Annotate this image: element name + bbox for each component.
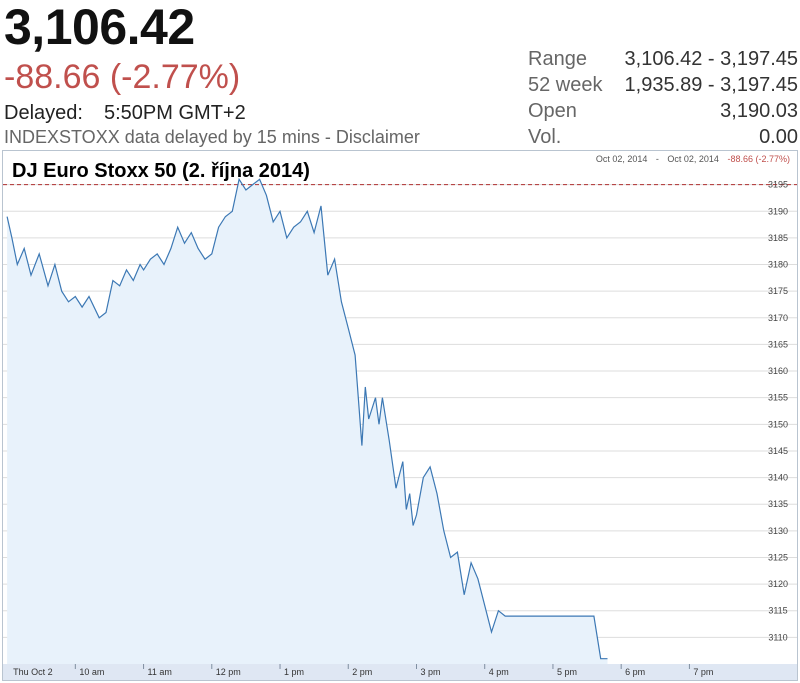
x-tick-label: 3 pm [420,667,440,677]
last-price: 3,106.42 [4,0,195,55]
stat-key: Range [528,48,587,70]
y-tick-label: 3195 [768,180,788,190]
y-tick-label: 3115 [768,606,787,616]
stat-row-open: Open 3,190.03 [528,98,798,124]
stat-row-range: Range 3,106.42 - 3,197.45 [528,46,798,72]
x-axis-band [3,664,797,680]
y-tick-label: 3175 [768,286,788,296]
y-tick-label: 3155 [768,393,788,403]
y-tick-label: 3125 [768,552,788,562]
y-tick-label: 3160 [768,366,788,376]
data-disclaimer-link[interactable]: INDEXSTOXX data delayed by 15 mins - Dis… [4,127,420,147]
chart-title: DJ Euro Stoxx 50 (2. října 2014) [12,160,310,182]
range-to: Oct 02, 2014 [667,154,719,164]
y-axis: 3110 3115 3120 3125 3130 3135 3140 3145 3150 3155… [768,180,788,643]
x-tick-label: 6 pm [625,667,645,677]
y-tick-label: 3165 [768,339,788,349]
stat-value: 3,106.42 - 3,197.45 [624,48,798,70]
stat-value: 1,935.89 - 3,197.45 [624,74,798,96]
x-tick-label: 1 pm [284,667,304,677]
x-tick-label: 11 am [148,667,172,677]
x-tick-label: 2 pm [352,667,372,677]
y-tick-label: 3145 [768,446,788,456]
y-tick-label: 3130 [768,526,788,536]
chart-range-label: Oct 02, 2014 - Oct 02, 2014 -88.66 (-2.7… [596,154,790,164]
y-tick-label: 3180 [768,260,788,270]
range-change: -88.66 (-2.77%) [727,154,790,164]
x-tick-label: Thu Oct 2 [13,667,53,677]
x-tick-label: 7 pm [693,667,713,677]
stat-value: 3,190.03 [720,100,798,122]
price-line [6,177,608,660]
x-axis: Thu Oct 2 10 am 11 am 12 pm 1 pm 2 pm 3 pm 4 pm… [13,664,713,677]
range-from: Oct 02, 2014 [596,154,648,164]
chart-svg[interactable]: Thu Oct 2 10 am 11 am 12 pm 1 pm 2 pm 3 pm 4 pm… [2,150,798,681]
delayed-label: Delayed: [4,102,83,124]
x-tick-label: 12 pm [216,667,241,677]
y-tick-label: 3150 [768,419,788,429]
x-tick-label: 5 pm [557,667,577,677]
stat-row-volume: Vol. 0.00 [528,124,798,150]
x-tick-label: 4 pm [489,667,509,677]
stat-row-52week: 52 week 1,935.89 - 3,197.45 [528,72,798,98]
y-tick-label: 3120 [768,579,788,589]
range-separator: - [656,154,659,164]
price-change: -88.66 (-2.77%) [4,58,241,96]
y-tick-label: 3170 [768,313,788,323]
y-tick-label: 3185 [768,233,788,243]
stat-key: Vol. [528,126,562,148]
y-tick-label: 3140 [768,473,788,483]
y-tick-label: 3135 [768,499,788,509]
price-area [7,179,608,665]
y-tick-label: 3110 [768,632,787,642]
delayed-time: 5:50PM GMT+2 [104,102,246,124]
x-tick-label: 10 am [79,667,104,677]
y-tick-label: 3190 [768,206,788,216]
stat-key: 52 week [528,74,603,96]
stat-key: Open [528,100,577,122]
stats-panel: Range 3,106.42 - 3,197.45 52 week 1,935.… [528,46,798,150]
price-chart[interactable]: Thu Oct 2 10 am 11 am 12 pm 1 pm 2 pm 3 pm 4 pm… [2,150,798,681]
delayed-status: Delayed: 5:50PM GMT+2 [4,102,246,125]
stat-value: 0.00 [759,126,798,148]
